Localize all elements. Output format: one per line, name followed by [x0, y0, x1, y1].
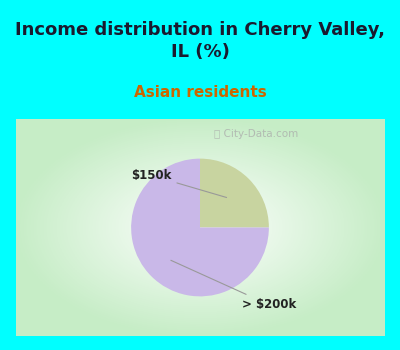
Text: Asian residents: Asian residents — [134, 85, 266, 100]
Wedge shape — [131, 159, 269, 296]
Wedge shape — [200, 159, 269, 228]
Text: ⓘ City-Data.com: ⓘ City-Data.com — [214, 129, 299, 139]
Text: > $200k: > $200k — [171, 260, 296, 311]
Text: Income distribution in Cherry Valley,
IL (%): Income distribution in Cherry Valley, IL… — [15, 21, 385, 61]
Text: $150k: $150k — [131, 169, 226, 197]
